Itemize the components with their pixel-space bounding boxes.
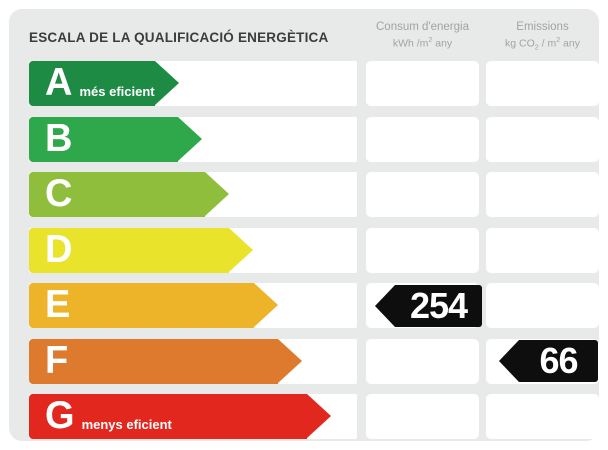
rating-letter-d: D <box>45 228 73 272</box>
rating-arrow-a: A més eficient <box>29 61 179 106</box>
emissions-cell-a <box>486 61 599 106</box>
energy-scale-panel: ESCALA DE LA QUALIFICACIÓ ENERGÈTICA Con… <box>9 9 599 441</box>
emissions-cell-b <box>486 117 599 162</box>
consum-cell-a <box>366 61 479 106</box>
consum-cell-f <box>366 339 479 384</box>
emissions-value-pointer: 66 <box>499 340 598 382</box>
consum-cell-b <box>366 117 479 162</box>
arrow-tip <box>229 228 253 272</box>
consum-column-unit: kWh /m2 any <box>392 36 453 50</box>
rating-letter-b: B <box>45 117 73 161</box>
rating-arrow-f: F <box>29 339 302 384</box>
arrow-tip <box>307 394 331 438</box>
emissions-cell-c <box>486 172 599 217</box>
rating-arrow-c: C <box>29 172 229 217</box>
emissions-cell-e <box>486 283 599 328</box>
consum-value-pointer: 254 <box>375 285 482 327</box>
emissions-cell-g <box>486 394 599 439</box>
rating-letter-e: E <box>45 283 71 327</box>
rating-letter-f: F <box>45 339 69 383</box>
emissions-cell-d <box>486 228 599 273</box>
pointer-tip-icon <box>375 285 395 327</box>
arrow-tip <box>178 117 202 161</box>
pointer-tip-icon <box>499 340 519 382</box>
arrow-tip <box>155 61 179 105</box>
consum-cell-c <box>366 172 479 217</box>
arrow-tip <box>205 172 229 216</box>
rating-arrow-b: B <box>29 117 202 162</box>
rating-letter-a: A <box>45 61 73 105</box>
rating-arrow-d: D <box>29 228 253 273</box>
arrow-tip <box>278 339 302 383</box>
most-efficient-label: més eficient <box>79 84 155 99</box>
rating-letter-c: C <box>45 172 73 216</box>
consum-column-title: Consum d'energia <box>376 21 469 33</box>
rating-arrow-g: G menys eficient <box>29 394 331 439</box>
emissions-column-unit: kg CO2 / m2 any <box>505 36 580 52</box>
rating-letter-g: G <box>45 394 75 438</box>
column-header-consum: Consum d'energia kWh /m2 any <box>366 20 479 50</box>
arrow-tip <box>254 283 278 327</box>
emissions-column-title: Emissions <box>516 21 569 33</box>
rating-arrow-e: E <box>29 283 278 328</box>
consum-cell-g <box>366 394 479 439</box>
consum-cell-d <box>366 228 479 273</box>
least-efficient-label: menys eficient <box>81 417 172 432</box>
consum-value: 254 <box>409 285 468 326</box>
column-header-emissions: Emissions kg CO2 / m2 any <box>486 20 599 53</box>
emissions-value: 66 <box>539 340 578 381</box>
page-title: ESCALA DE LA QUALIFICACIÓ ENERGÈTICA <box>29 30 329 45</box>
